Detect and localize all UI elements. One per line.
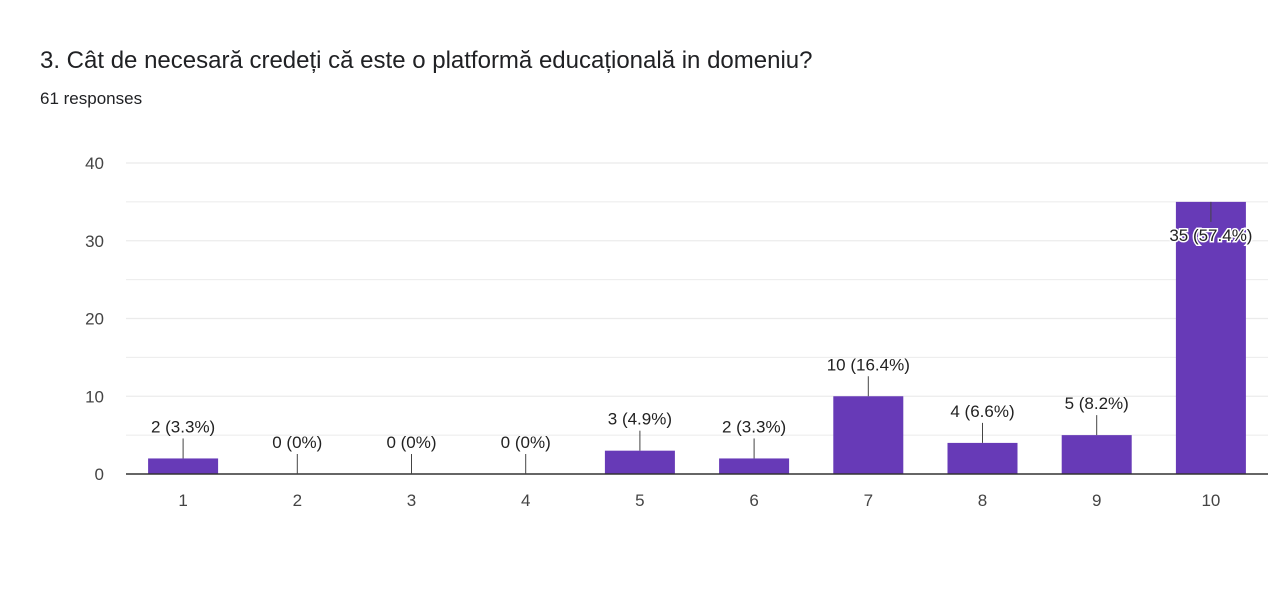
bars [148, 201, 1246, 474]
bar-7[interactable] [833, 396, 904, 474]
data-label-3: 0 (0%) [386, 433, 436, 452]
x-tick-label: 5 [635, 491, 644, 510]
data-label-1: 2 (3.3%) [151, 417, 215, 436]
data-label-9: 5 (8.2%) [1065, 394, 1129, 413]
bar-9[interactable] [1061, 435, 1132, 474]
bar-5[interactable] [604, 450, 675, 474]
y-tick-label: 40 [85, 154, 104, 173]
y-tick-label: 0 [95, 465, 104, 484]
x-tick-label: 3 [407, 491, 416, 510]
data-label-5: 3 (4.9%) [608, 410, 672, 429]
data-label-10: 35 (57.4%) [1169, 226, 1252, 245]
y-tick-label: 10 [85, 387, 104, 406]
data-label-8: 4 (6.6%) [950, 402, 1014, 421]
data-labels: 2 (3.3%) 0 (0%) 0 (0%) 0 (0%) 3 (4.9%) 2 (3.3… [151, 201, 1254, 474]
y-tick-label: 20 [85, 310, 104, 329]
bar-8[interactable] [947, 442, 1018, 474]
x-tick-label: 8 [978, 491, 987, 510]
data-label-4: 0 (0%) [501, 433, 551, 452]
x-tick-label: 2 [293, 491, 302, 510]
x-tick-label: 1 [178, 491, 187, 510]
x-tick-label: 9 [1092, 491, 1101, 510]
x-tick-label: 10 [1201, 491, 1220, 510]
response-count: 61 responses [40, 89, 143, 108]
y-tick-label: 30 [85, 232, 104, 251]
axes: 0 10 20 30 40 1 2 3 4 5 6 7 8 9 10 [85, 154, 1268, 510]
bar-1[interactable] [148, 458, 219, 474]
bar-6[interactable] [719, 458, 790, 474]
data-label-6: 2 (3.3%) [722, 417, 786, 436]
data-label-7: 10 (16.4%) [827, 355, 910, 374]
x-tick-label: 7 [864, 491, 873, 510]
x-tick-label: 6 [749, 491, 758, 510]
x-tick-label: 4 [521, 491, 530, 510]
question-title: 3. Cât de necesară credeți că este o pla… [40, 47, 813, 74]
data-label-2: 0 (0%) [272, 433, 322, 452]
bar-10[interactable] [1175, 201, 1246, 474]
